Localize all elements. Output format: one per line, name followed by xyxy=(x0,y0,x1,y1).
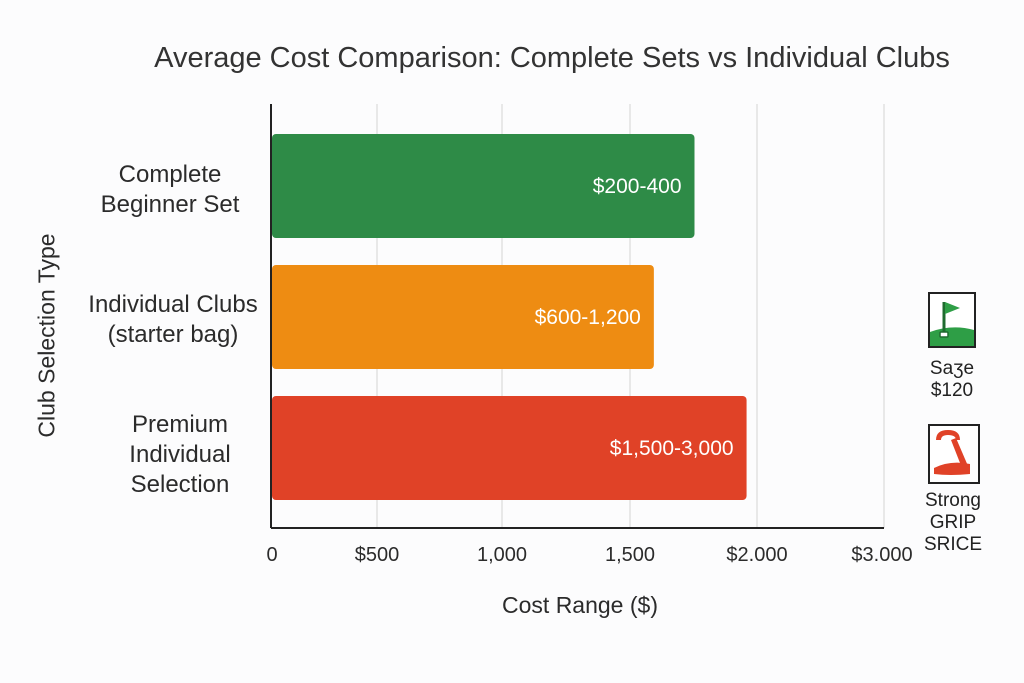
bar-data-label: $600-1,200 xyxy=(535,306,641,329)
x-tick-label: 1,000 xyxy=(476,544,528,566)
side-card-line: Saʒe xyxy=(929,358,975,379)
x-axis-title: Cost Range ($) xyxy=(502,592,658,618)
bar xyxy=(272,134,695,238)
golf-club-icon xyxy=(928,424,980,484)
x-tick-label: 0 xyxy=(266,544,278,566)
category-label-line: Selection xyxy=(130,471,230,498)
side-card-price: $120 xyxy=(930,380,974,401)
golf-flag-icon xyxy=(928,292,976,348)
category-label-line: Premium xyxy=(131,411,228,438)
side-card-line: SRICE xyxy=(923,534,983,555)
category-label-complete-beginner-set: Complete Beginner Set xyxy=(70,160,270,220)
category-label-line: Individual Clubs xyxy=(88,291,258,318)
bar-data-label: $200-400 xyxy=(593,175,682,198)
x-tick-label: $500 xyxy=(354,544,400,566)
category-label-individual-clubs: Individual Clubs (starter bag) xyxy=(68,290,278,350)
y-axis-title: Club Selection Type xyxy=(33,233,60,438)
side-card-line: Strong xyxy=(925,490,981,511)
category-label-line: Individual xyxy=(129,441,231,468)
bar-data-label: $1,500-3,000 xyxy=(610,437,734,460)
chart-title: Average Cost Comparison: Complete Sets v… xyxy=(154,42,950,74)
category-label-premium-individual-selection: Premium Individual Selection xyxy=(80,410,280,500)
bar xyxy=(272,396,747,500)
side-card-2-text: Strong GRIP SRICE xyxy=(906,490,1000,556)
x-tick-label: $3.000 xyxy=(851,544,913,566)
x-tick-label: $2.000 xyxy=(726,544,788,566)
side-card-line: GRIP xyxy=(929,512,977,533)
side-card-1-text: Saʒe $120 xyxy=(912,358,992,402)
bars: $200-400 $600-1,200 $1,500-3,000 xyxy=(272,134,747,500)
category-label-line: Beginner Set xyxy=(100,191,240,218)
category-label-line: (starter bag) xyxy=(107,321,239,348)
category-label-line: Complete xyxy=(118,161,222,188)
bar xyxy=(272,265,654,369)
x-tick-label: 1,500 xyxy=(604,544,656,566)
